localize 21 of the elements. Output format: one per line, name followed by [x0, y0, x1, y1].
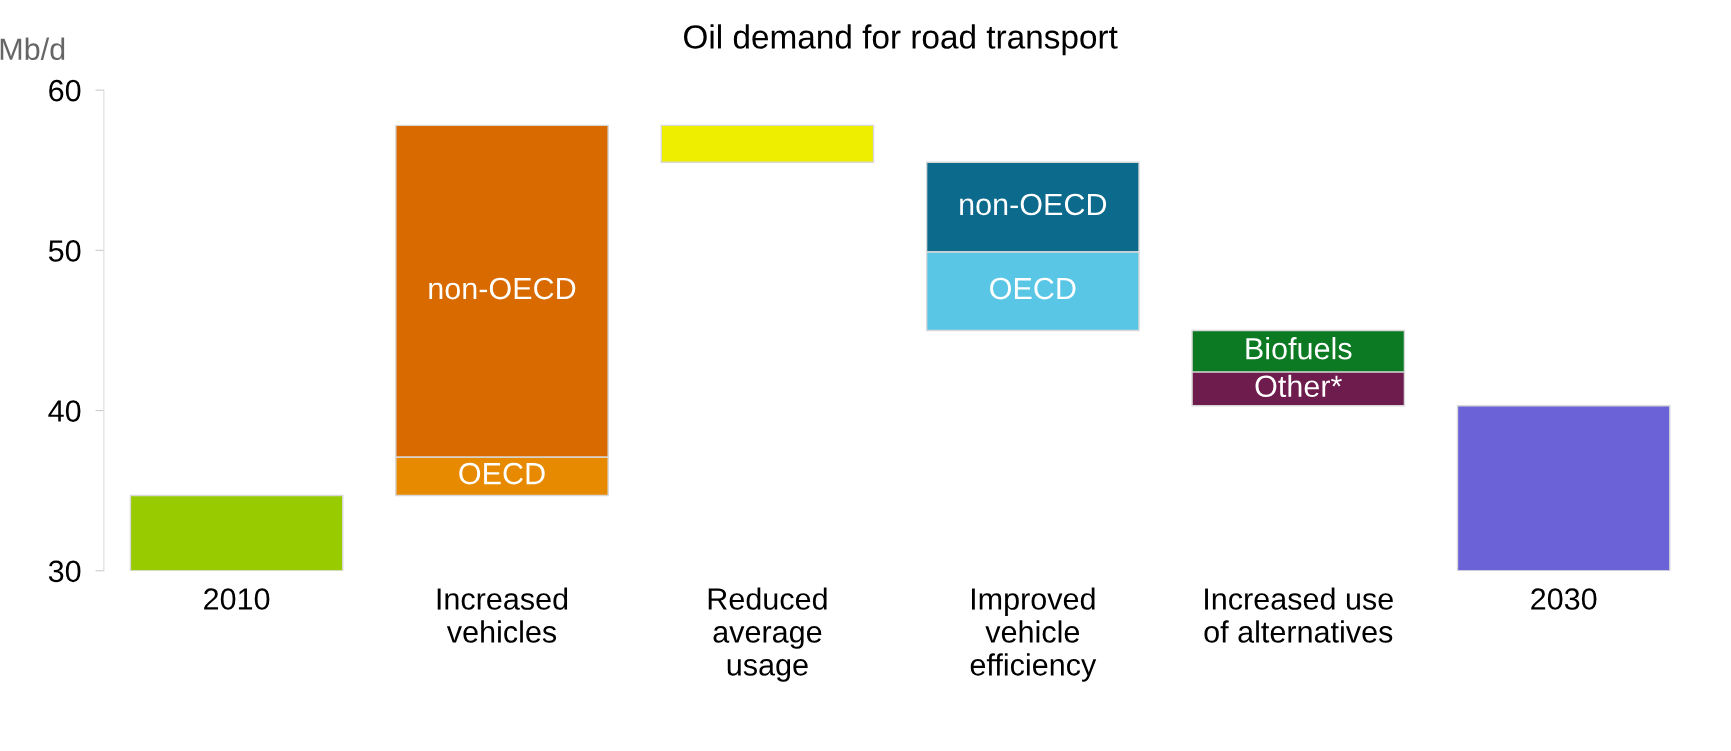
y-tick-label: 60	[49, 79, 81, 102]
series-label: non-OECD	[429, 277, 576, 300]
y-axis-title: Mb/d	[0, 37, 65, 61]
y-tick-label: 50	[48, 240, 81, 262]
series-label: Biofuels	[1246, 337, 1352, 360]
series-label: OECD	[459, 462, 545, 485]
series-label: Other*	[1255, 374, 1342, 398]
series-label: OECD	[990, 277, 1076, 300]
x-tick-label: 2030	[1531, 588, 1597, 610]
y-tick-label: 30	[48, 560, 81, 583]
x-tick-label: Increased use of alternatives	[1204, 587, 1393, 643]
chart-title: Oil demand for road transport	[684, 24, 1118, 56]
bar	[129, 494, 344, 571]
bar	[1456, 405, 1671, 571]
series-label: non-OECD	[960, 193, 1107, 216]
x-tick-label: Reduced average usage	[708, 587, 827, 682]
x-tick-label: 2010	[204, 588, 270, 610]
x-tick-label: Improved vehicle efficiency	[970, 587, 1097, 682]
bar	[660, 124, 875, 163]
x-tick-label: Increased vehicles	[437, 587, 568, 643]
y-tick-label: 40	[48, 400, 81, 422]
